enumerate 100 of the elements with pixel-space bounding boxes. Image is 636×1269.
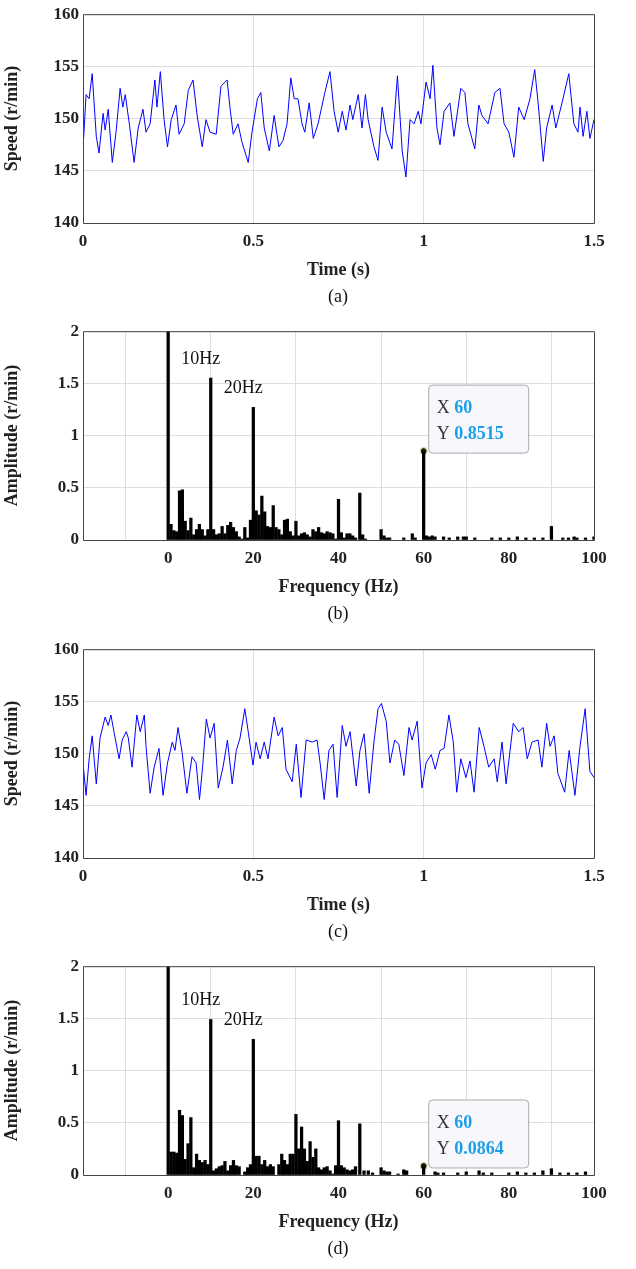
y-tick-label: 1.5 bbox=[57, 373, 79, 393]
bar bbox=[251, 1038, 255, 1175]
bar bbox=[314, 1148, 318, 1175]
bar bbox=[592, 536, 594, 541]
bar bbox=[336, 1120, 341, 1175]
bar bbox=[575, 537, 579, 541]
annotation: X 60 Y 0.8515 bbox=[436, 397, 504, 444]
y-tick-label: 140 bbox=[53, 846, 79, 866]
bar bbox=[308, 1141, 312, 1175]
bar bbox=[251, 407, 255, 541]
bar bbox=[336, 499, 341, 541]
bar bbox=[229, 522, 233, 541]
bar bbox=[477, 1170, 481, 1175]
bar bbox=[277, 529, 281, 541]
x-tick-label: 1 bbox=[419, 230, 428, 250]
y-tick-label: 1.5 bbox=[57, 1007, 79, 1027]
bar bbox=[366, 1170, 370, 1175]
bar bbox=[285, 519, 290, 541]
y-tick-label: 150 bbox=[53, 107, 79, 127]
x-tick-label: 1.5 bbox=[583, 865, 605, 885]
annotation: 10Hz bbox=[181, 989, 221, 1010]
bar bbox=[234, 531, 238, 541]
bar bbox=[237, 1166, 241, 1175]
bar bbox=[263, 1159, 267, 1175]
y-tick-label: 2 bbox=[70, 320, 79, 340]
bar bbox=[194, 1153, 199, 1175]
y-tick-label: 140 bbox=[53, 212, 79, 232]
x-tick-label: 40 bbox=[330, 547, 347, 567]
x-axis-title: Time (s) bbox=[306, 893, 371, 915]
bar bbox=[299, 1126, 304, 1175]
x-tick-label: 1.5 bbox=[583, 230, 605, 250]
bar bbox=[231, 1159, 236, 1175]
x-tick-label: 60 bbox=[415, 547, 433, 567]
bar bbox=[549, 1168, 554, 1175]
x-tick-label: 80 bbox=[500, 1182, 518, 1202]
bar bbox=[209, 1018, 213, 1175]
bar bbox=[348, 533, 352, 541]
y-tick-label: 145 bbox=[53, 794, 79, 814]
bar bbox=[294, 521, 298, 541]
x-tick-label: 0.5 bbox=[242, 865, 264, 885]
annotation: 10Hz bbox=[181, 348, 221, 369]
bar bbox=[575, 1172, 579, 1175]
bar bbox=[379, 1167, 383, 1175]
bar bbox=[282, 520, 287, 541]
x-tick-label: 40 bbox=[330, 1182, 347, 1202]
bar bbox=[358, 1123, 362, 1175]
y-tick-label: 0 bbox=[70, 1164, 79, 1184]
x-tick-label: 0 bbox=[163, 1182, 173, 1202]
x-axis-title: Time (s) bbox=[306, 258, 371, 280]
text: (c) bbox=[327, 919, 349, 942]
y-tick-label: 160 bbox=[53, 3, 79, 23]
bar bbox=[405, 1170, 409, 1175]
annotation: 20Hz bbox=[223, 1009, 263, 1030]
bar bbox=[311, 529, 315, 541]
x-tick-label: 100 bbox=[581, 1182, 607, 1202]
x-tick-label: 20 bbox=[244, 1182, 262, 1202]
y-tick-label: 155 bbox=[53, 55, 79, 75]
y-tick-label: 1 bbox=[70, 1059, 79, 1079]
bar bbox=[243, 527, 247, 541]
y-tick-label: 145 bbox=[53, 160, 79, 180]
bar bbox=[189, 518, 193, 541]
text: (a) bbox=[327, 285, 349, 307]
bar bbox=[402, 1169, 406, 1175]
bar bbox=[541, 1170, 545, 1175]
x-axis-title: Frequency (Hz) bbox=[278, 576, 399, 598]
bar bbox=[549, 526, 554, 541]
x-tick-label: 60 bbox=[415, 1182, 433, 1202]
bar bbox=[410, 533, 414, 541]
y-tick-label: 160 bbox=[53, 638, 79, 658]
bar bbox=[220, 526, 224, 541]
y-tick-label: 2 bbox=[70, 955, 79, 975]
bar bbox=[180, 1114, 184, 1175]
bar bbox=[558, 1172, 562, 1175]
bar bbox=[351, 1169, 355, 1175]
bar bbox=[209, 378, 213, 541]
y-tick-label: 0.5 bbox=[57, 477, 79, 497]
bar bbox=[189, 1117, 193, 1175]
bar bbox=[177, 1109, 182, 1175]
text: (d) bbox=[326, 1236, 350, 1259]
annotation: X 60 Y 0.0864 bbox=[436, 1111, 504, 1158]
bar bbox=[280, 1153, 284, 1175]
y-tick-label: 1 bbox=[70, 425, 79, 445]
bar bbox=[572, 536, 576, 541]
bar bbox=[541, 537, 545, 541]
y-tick-label: 0.5 bbox=[57, 1111, 79, 1131]
annotation: 20Hz bbox=[223, 377, 263, 398]
bar bbox=[260, 496, 264, 541]
y-axis-title: Speed (r/min) bbox=[1, 65, 23, 172]
x-tick-label: 0.5 bbox=[242, 230, 264, 250]
y-axis-title: Amplitude (r/min) bbox=[1, 365, 23, 507]
x-axis-title: Frequency (Hz) bbox=[278, 1210, 399, 1232]
y-tick-label: 150 bbox=[53, 742, 79, 762]
x-tick-label: 20 bbox=[244, 547, 262, 567]
bar bbox=[180, 489, 184, 541]
bar bbox=[358, 492, 362, 541]
bar bbox=[294, 1113, 298, 1175]
bar bbox=[319, 1169, 324, 1175]
bar bbox=[197, 524, 202, 541]
bar bbox=[271, 1166, 275, 1175]
bar bbox=[331, 533, 335, 541]
